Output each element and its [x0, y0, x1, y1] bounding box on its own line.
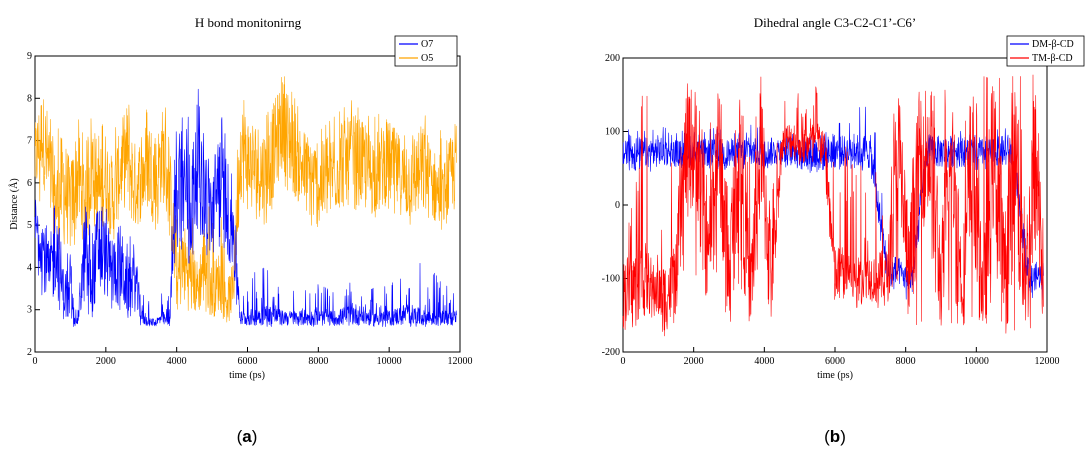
chart-b-title: Dihedral angle C3-C2-C1’-C6’ — [754, 15, 916, 30]
x-tick-label: 0 — [33, 356, 38, 367]
y-tick-label: 100 — [605, 127, 620, 138]
panel-b-caption: (b) — [824, 427, 846, 446]
x-tick-label: 6000 — [238, 356, 258, 367]
y-tick-label: 200 — [605, 53, 620, 64]
x-tick-label: 6000 — [825, 356, 845, 367]
chart-b-legend-label-dm: DM-β-CD — [1032, 39, 1074, 50]
chart-a-legend-box — [394, 35, 458, 67]
y-tick-label: 7 — [27, 136, 32, 147]
chart-b-xlabel: time (ps) — [817, 370, 853, 381]
x-tick-label: 4000 — [167, 356, 187, 367]
chart-a: H bond monitonirng 0 2000 4000 6000 8000 1000… — [8, 15, 473, 381]
x-tick-label: 2000 — [96, 356, 116, 367]
x-tick-label: 10000 — [964, 356, 989, 367]
panel-a-caption: (a) — [237, 427, 258, 446]
chart-a-y-ticks: 2 3 4 5 6 7 8 9 — [27, 51, 40, 358]
chart-b: Dihedral angle C3-C2-C1’-C6’ 0 2000 4000 60… — [602, 15, 1085, 381]
series-line-o7 — [34, 88, 457, 327]
chart-b-x-ticks: 0 2000 4000 6000 8000 10000 12000 — [621, 347, 1060, 367]
series-line-o5 — [34, 76, 457, 323]
x-tick-label: 2000 — [684, 356, 704, 367]
x-tick-label: 0 — [621, 356, 626, 367]
chart-a-title: H bond monitonirng — [195, 15, 302, 30]
y-tick-label: 6 — [27, 178, 32, 189]
y-tick-label: 8 — [27, 93, 32, 104]
x-tick-label: 4000 — [754, 356, 774, 367]
y-tick-label: -100 — [602, 274, 620, 285]
x-tick-label: 8000 — [308, 356, 328, 367]
y-tick-label: -200 — [602, 347, 620, 358]
chart-a-xlabel: time (ps) — [229, 370, 265, 381]
y-tick-label: 9 — [27, 51, 32, 62]
chart-a-legend-label-o7: O7 — [421, 39, 433, 50]
chart-a-legend: O7 O5 — [394, 35, 458, 67]
y-tick-label: 5 — [27, 220, 32, 231]
chart-a-series — [34, 76, 457, 327]
chart-b-legend-label-tm: TM-β-CD — [1032, 53, 1073, 64]
chart-b-legend: DM-β-CD TM-β-CD — [1006, 35, 1085, 67]
chart-a-legend-label-o5: O5 — [421, 53, 433, 64]
chart-b-legend-box — [1006, 35, 1085, 67]
y-tick-label: 4 — [27, 262, 32, 273]
chart-a-x-ticks: 0 2000 4000 6000 8000 10000 12000 — [33, 347, 473, 367]
chart-b-y-ticks: -200 -100 0 100 200 — [602, 53, 628, 358]
x-tick-label: 12000 — [1035, 356, 1060, 367]
x-tick-label: 8000 — [896, 356, 916, 367]
x-tick-label: 10000 — [377, 356, 402, 367]
chart-a-ylabel: Distance (Å) — [8, 178, 20, 229]
series-line-tm-cd — [622, 74, 1044, 337]
y-tick-label: 0 — [615, 200, 620, 211]
y-tick-label: 3 — [27, 305, 32, 316]
x-tick-label: 12000 — [448, 356, 473, 367]
y-tick-label: 2 — [27, 347, 32, 358]
chart-b-series — [622, 74, 1044, 337]
